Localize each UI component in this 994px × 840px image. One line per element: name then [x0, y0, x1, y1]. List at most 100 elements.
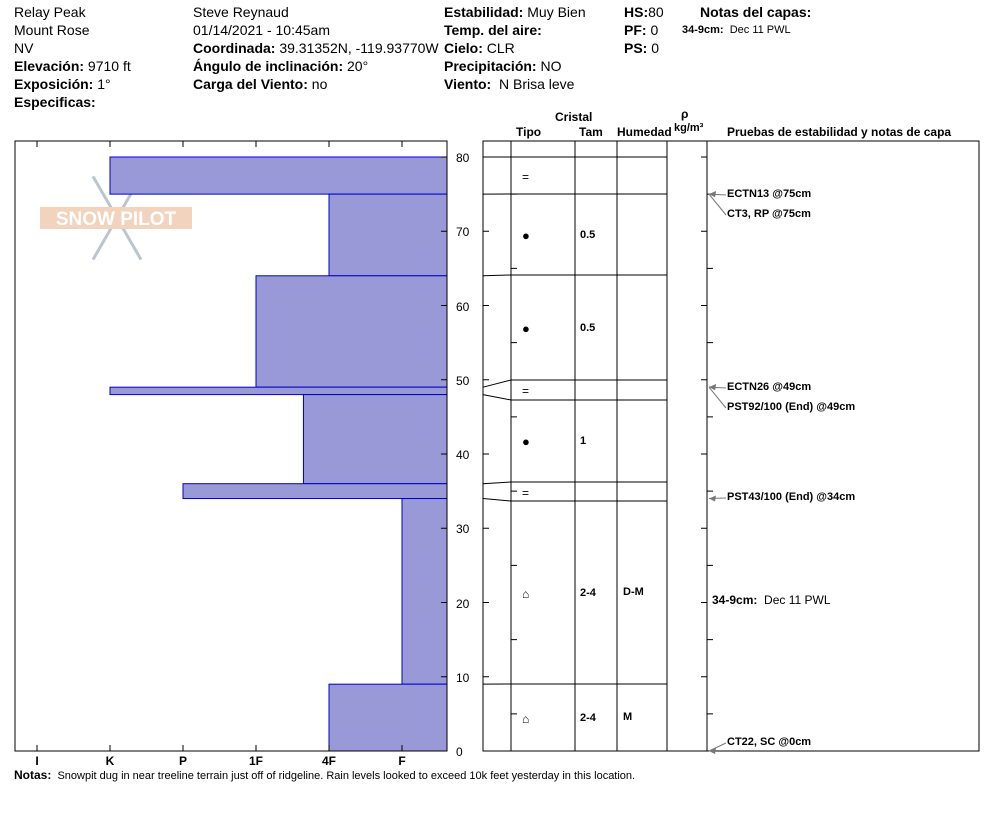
- depth-connector: [482, 498, 512, 502]
- depth-tick-label: 10: [456, 670, 470, 685]
- header-type: Tipo: [516, 125, 542, 139]
- hs: HS:80: [624, 3, 664, 21]
- depth-tick-label: 30: [456, 522, 470, 537]
- svg-text:SNOW PILOT: SNOW PILOT: [56, 209, 177, 230]
- hardness-tick-label: P: [178, 754, 187, 768]
- test-arrowhead: [709, 384, 716, 391]
- specifics-label: Especificas:: [14, 94, 96, 110]
- stability-test: ECTN26 @49cm: [727, 381, 812, 393]
- test-arrow: [708, 193, 727, 216]
- depth-tick-label: 40: [456, 448, 470, 462]
- notes-text: Snowpit dug in near treeline terrain jus…: [57, 770, 636, 782]
- depth-tick-label: 60: [456, 299, 470, 314]
- air-temp-label: Temp. del aire:: [444, 22, 542, 38]
- aspect-label: Exposición:: [14, 76, 94, 92]
- slope-value: 20°: [347, 58, 369, 74]
- layer-note-range: 34-9cm:: [712, 593, 758, 607]
- aspect-value: 1°: [97, 76, 111, 92]
- observer-name: Steve Reynaud: [193, 4, 289, 20]
- header-tests: Pruebas de estabilidad y notas de capa: [727, 125, 952, 139]
- slope-label: Ángulo de inclinación:: [193, 58, 344, 74]
- observation-datetime: 01/14/2021 - 10:45am: [193, 22, 330, 38]
- hardness-tick-label: 1F: [248, 754, 263, 768]
- layer-note-text: Dec 11 PWL: [729, 24, 791, 36]
- hardness-bar-1: [328, 193, 448, 277]
- crystal-type: ⌂: [522, 586, 530, 601]
- hs-value: 80: [648, 4, 664, 20]
- ps: PS: 0: [624, 39, 659, 57]
- hardness-bar-2: [255, 275, 448, 388]
- wind-value: N Brisa leve: [498, 76, 575, 92]
- stability: Estabilidad: Muy Bien: [444, 3, 586, 21]
- moisture: M: [623, 710, 633, 723]
- wind: Viento: N Brisa leve: [444, 75, 574, 93]
- ps-label: PS:: [624, 40, 648, 56]
- crystal-size: 1: [580, 435, 587, 447]
- layer-note-range: 34-9cm:: [682, 24, 724, 36]
- elevation-value: 9710 ft: [87, 58, 131, 74]
- air-temp: Temp. del aire:: [444, 21, 542, 39]
- crystal-size: 2-4: [580, 711, 596, 724]
- test-arrowhead: [709, 748, 716, 754]
- hardness-bar-3: [109, 386, 448, 396]
- layer-note-header: 34-9cm: Dec 11 PWL: [682, 21, 791, 39]
- layer-notes-title: Notas del capas:: [700, 4, 812, 20]
- coord-label: Coordinada:: [193, 40, 276, 56]
- layer-note-text: Dec 11 PWL: [764, 593, 831, 607]
- crystal-size: 2-4: [580, 586, 596, 599]
- crystal-type: =: [522, 169, 530, 184]
- site-state: NV: [14, 40, 34, 56]
- precip-value: NO: [540, 58, 562, 74]
- sky: Cielo: CLR: [444, 39, 515, 57]
- hardness-bar-5: [182, 483, 448, 500]
- header-crystal: Cristal: [555, 110, 593, 124]
- sky-label: Cielo:: [444, 40, 483, 56]
- stability-value: Muy Bien: [527, 4, 586, 20]
- hardness-plot-frame: [14, 140, 448, 752]
- header-moisture: Humedad: [617, 125, 672, 139]
- depth-tick-label: 0: [456, 745, 463, 759]
- crystal-type: =: [522, 485, 530, 500]
- sky-value: CLR: [486, 40, 515, 56]
- coordinates: Coordinada: 39.31352N, -119.93770W: [193, 39, 439, 57]
- header-density-unit: kg/m³: [674, 122, 704, 134]
- site-area: Mount Rose: [14, 22, 90, 38]
- aspect: Exposición: 1°: [14, 75, 111, 93]
- depth-tick-label: 20: [456, 596, 470, 611]
- site-name: Relay Peak: [14, 4, 86, 20]
- hardness-tick-label: K: [105, 754, 115, 768]
- wind-load-label: Carga del Viento:: [193, 76, 308, 92]
- pf: PF: 0: [624, 21, 658, 39]
- depth-tick-label: 70: [456, 225, 470, 240]
- depth-connector: [482, 379, 512, 388]
- layer-note: 34-9cm: Dec 11 PWL: [712, 591, 831, 609]
- depth-tick-label: 50: [456, 373, 470, 388]
- crystal-size: 0.5: [580, 228, 596, 241]
- pf-value: 0: [650, 22, 659, 38]
- elevation: Elevación: 9710 ft: [14, 57, 131, 75]
- elevation-label: Elevación:: [14, 58, 85, 74]
- wind-label: Viento:: [444, 76, 492, 92]
- wind-load: Carga del Viento: no: [193, 75, 327, 93]
- stability-test: ECTN13 @75cm: [727, 188, 812, 200]
- notes-label: Notas:: [14, 768, 52, 782]
- stability-test: PST92/100 (End) @49cm: [727, 401, 856, 413]
- layer-table-frame: [482, 140, 980, 752]
- stability-test: CT22, SC @0cm: [727, 736, 812, 748]
- hardness-tick-label: I: [35, 754, 39, 768]
- crystal-type: =: [522, 384, 530, 398]
- hardness-tick-label: F: [398, 754, 406, 768]
- slope: Ángulo de inclinación: 20°: [193, 57, 368, 75]
- crystal-size: 0.5: [580, 321, 596, 334]
- precipitation: Precipitación: NO: [444, 57, 561, 75]
- pf-label: PF:: [624, 22, 647, 38]
- depth-connector: [482, 394, 512, 401]
- test-arrow: [708, 742, 727, 752]
- ps-value: 0: [651, 40, 660, 56]
- crystal-type: ●: [522, 227, 530, 243]
- wind-load-value: no: [311, 76, 328, 92]
- hardness-bar-6: [401, 498, 448, 685]
- stability-test: CT3, RP @75cm: [727, 208, 811, 220]
- hardness-bar-4: [302, 394, 448, 485]
